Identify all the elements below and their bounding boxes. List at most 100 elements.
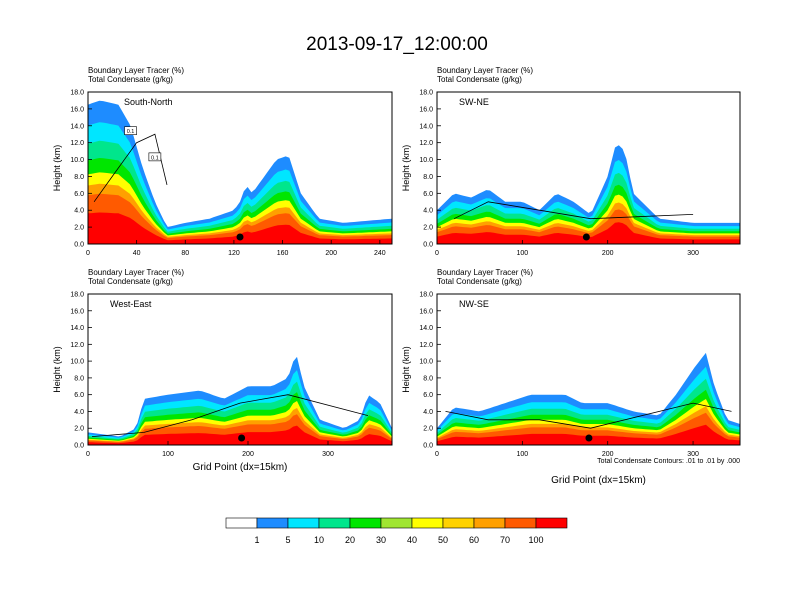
y-tick-label: 16.0 <box>419 308 433 315</box>
x-tick-label: 200 <box>325 250 337 257</box>
x-tick-label: 0 <box>86 451 90 458</box>
colorbar-label: 20 <box>345 535 355 545</box>
contour-label: 0.1 <box>127 129 135 135</box>
y-tick-label: 6.0 <box>74 191 84 198</box>
y-tick-label: 16.0 <box>70 308 84 315</box>
x-tick-label: 0 <box>435 250 439 257</box>
x-tick-label: 100 <box>162 451 174 458</box>
y-tick-label: 10.0 <box>70 359 84 366</box>
y-tick-label: 10.0 <box>419 359 433 366</box>
colorbar-swatch <box>225 517 258 529</box>
y-axis-label: Height (km) <box>52 346 62 393</box>
x-tick-label: 40 <box>133 250 141 257</box>
x-tick-label: 300 <box>687 250 699 257</box>
condensate-contour <box>91 394 369 437</box>
colorbar-label: 5 <box>285 535 290 545</box>
panel-nw-se: 0.0 2.0 4.0 6.0 8.0 10.0 12.0 14.0 16.0 18.0 0 100 2… <box>401 268 741 486</box>
condensate-contour <box>93 133 168 203</box>
panel-left-title: Total Condensate (g/kg) <box>437 75 522 84</box>
y-tick-label: 4.0 <box>74 208 84 215</box>
panel-west-east: 0.0 2.0 4.0 6.0 8.0 10.0 12.0 14.0 16.0 18.0 0 100 2… <box>52 268 393 473</box>
tracer-field <box>88 356 392 445</box>
y-tick-label: 4.0 <box>74 409 84 416</box>
condensate-contour <box>445 402 732 429</box>
x-tick-label: 80 <box>181 250 189 257</box>
x-tick-label: 0 <box>435 451 439 458</box>
y-tick-label: 16.0 <box>419 106 433 113</box>
y-tick-label: 6.0 <box>423 392 433 399</box>
y-tick-label: 0.0 <box>423 443 433 450</box>
y-tick-label: 6.0 <box>423 191 433 198</box>
contour-label-box <box>148 152 162 162</box>
panel-left-title: Boundary Layer Tracer (%) <box>88 268 184 277</box>
plot-frame <box>87 293 393 446</box>
x-tick-label: 200 <box>602 250 614 257</box>
y-tick-label: 12.0 <box>70 140 84 147</box>
panel-left-title: Total Condensate (g/kg) <box>88 277 173 286</box>
y-tick-label: 0.0 <box>74 443 84 450</box>
contour-label: 0.1 <box>151 155 159 161</box>
y-tick-label: 4.0 <box>423 409 433 416</box>
y-tick-label: 2.0 <box>74 426 84 433</box>
y-tick-label: 18.0 <box>419 90 433 97</box>
y-tick-label: 16.0 <box>70 106 84 113</box>
panel-left-title: Boundary Layer Tracer (%) <box>437 268 533 277</box>
y-tick-label: 0.0 <box>423 242 433 249</box>
y-tick-label: 8.0 <box>74 375 84 382</box>
panel-label: West-East <box>110 299 152 309</box>
y-tick-label: 14.0 <box>70 325 84 332</box>
colorbar-swatch <box>442 517 475 529</box>
plot-frame <box>436 293 741 446</box>
panel-left-title: Boundary Layer Tracer (%) <box>437 66 533 75</box>
colorbar-label: 1 <box>254 535 259 545</box>
panel-label: NW-SE <box>459 299 489 309</box>
colorbar-label: 30 <box>376 535 386 545</box>
colorbar-label: 40 <box>407 535 417 545</box>
panel-left-title: Total Condensate (g/kg) <box>437 277 522 286</box>
colorbar-label: 10 <box>314 535 324 545</box>
plot-frame <box>87 91 393 245</box>
y-tick-label: 8.0 <box>423 375 433 382</box>
colorbar-swatch <box>349 517 382 529</box>
y-tick-label: 8.0 <box>423 174 433 181</box>
y-tick-label: 8.0 <box>74 174 84 181</box>
tracer-field <box>88 100 392 244</box>
colorbar: 1 5 10 20 30 40 50 60 70 100 <box>225 517 568 545</box>
x-tick-label: 200 <box>602 451 614 458</box>
y-tick-label: 18.0 <box>70 292 84 299</box>
y-tick-label: 2.0 <box>74 225 84 232</box>
x-axis-label: Grid Point (dx=15km) <box>551 475 646 486</box>
contour-note: Total Condensate Contours: .01 to .01 by… <box>597 458 740 465</box>
tracer-field <box>437 145 740 244</box>
y-axis-label: Height (km) <box>401 145 411 192</box>
colorbar-label: 100 <box>528 535 543 545</box>
panel-south-north: 0.0 2.0 4.0 6.0 8.0 10.0 12.0 14.0 16.0 18.0 0 40 80… <box>52 66 393 257</box>
y-tick-label: 12.0 <box>419 342 433 349</box>
y-axis-label: Height (km) <box>52 145 62 192</box>
y-tick-label: 6.0 <box>74 392 84 399</box>
tracer-layer <box>437 424 740 445</box>
plot-frame <box>436 91 741 245</box>
colorbar-label: 70 <box>500 535 510 545</box>
y-tick-label: 2.0 <box>423 426 433 433</box>
x-tick-label: 100 <box>517 451 529 458</box>
colorbar-swatch <box>411 517 444 529</box>
x-tick-label: 300 <box>687 451 699 458</box>
figure-title: 2013-09-17_12:00:00 <box>306 34 488 55</box>
colorbar-swatch <box>380 517 413 529</box>
colorbar-swatch <box>504 517 537 529</box>
y-tick-label: 14.0 <box>419 123 433 130</box>
x-axis-label: Grid Point (dx=15km) <box>193 462 288 473</box>
x-tick-label: 240 <box>374 250 386 257</box>
y-tick-label: 0.0 <box>74 242 84 249</box>
x-tick-label: 200 <box>242 451 254 458</box>
panel-label: SW-NE <box>459 97 489 107</box>
colorbar-swatch <box>535 517 568 529</box>
panel-left-title: Total Condensate (g/kg) <box>88 75 173 84</box>
location-marker <box>236 233 244 241</box>
panel-left-title: Boundary Layer Tracer (%) <box>88 66 184 75</box>
colorbar-swatch <box>287 517 320 529</box>
location-marker <box>582 233 590 241</box>
panel-label: South-North <box>124 97 173 107</box>
y-tick-label: 14.0 <box>70 123 84 130</box>
